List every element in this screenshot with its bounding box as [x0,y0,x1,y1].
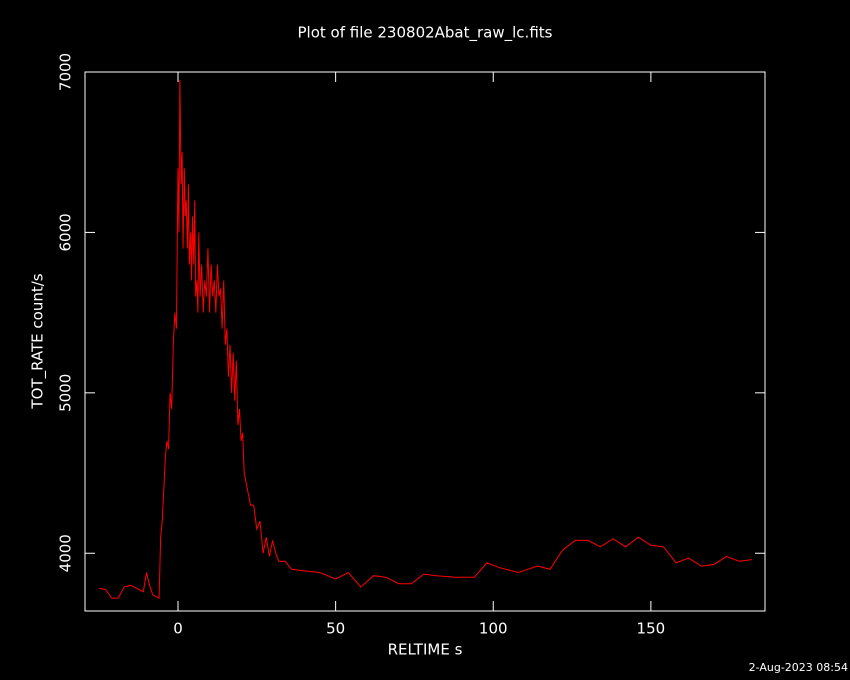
y-tick-label: 5000 [57,374,75,412]
y-tick-label: 6000 [57,213,75,251]
x-axis-label: RELTIME s [388,641,463,659]
x-tick-label: 150 [637,620,666,638]
timestamp: 2-Aug-2023 08:54 [749,661,848,674]
y-tick-label: 7000 [57,53,75,91]
chart-title: Plot of file 230802Abat_raw_lc.fits [298,24,553,43]
y-axis-label: TOT_RATE count/s [29,273,48,409]
x-tick-label: 50 [326,620,345,638]
light-curve [99,80,752,599]
y-tick-label: 4000 [57,534,75,572]
plot-frame [84,71,766,612]
x-tick-label: 100 [479,620,508,638]
x-tick-label: 0 [173,620,183,638]
